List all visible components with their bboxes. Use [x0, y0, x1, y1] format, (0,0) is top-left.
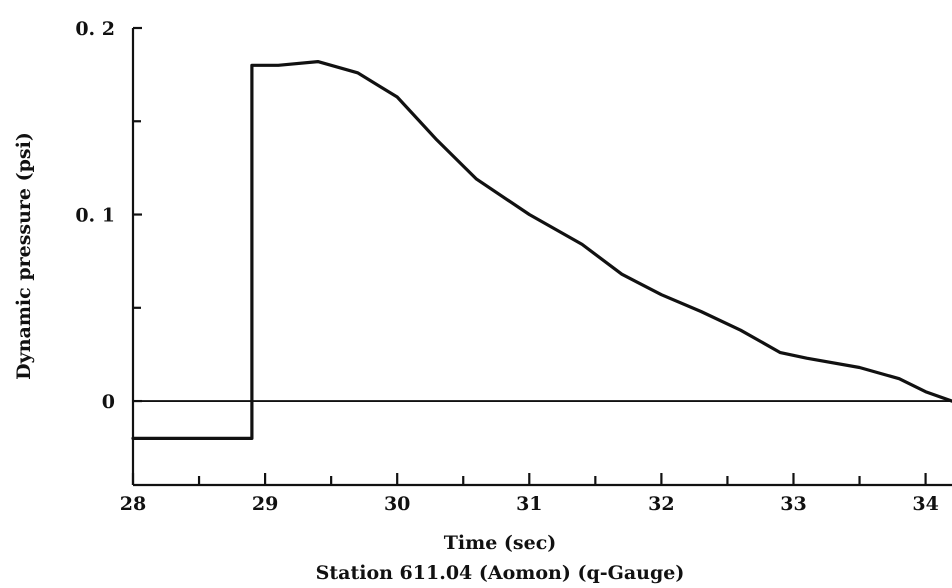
x-tick-label: 31 — [516, 493, 542, 515]
axes — [131, 26, 952, 487]
x-tick-label: 34 — [912, 493, 938, 515]
x-axis-title: Time (sec) — [444, 532, 557, 554]
x-tick-label: 30 — [384, 493, 410, 515]
y-axis-title: Dynamic pressure (psi) — [13, 132, 35, 380]
x-tick-label: 28 — [120, 493, 146, 515]
y-tick-label: 0. 1 — [75, 205, 115, 227]
x-tick-label: 29 — [252, 493, 278, 515]
series-layer — [131, 59, 952, 440]
x-tick-label: 33 — [780, 493, 806, 515]
tick-labels: 0 0. 1 0. 2 28 29 30 31 32 33 34 — [75, 18, 938, 515]
y-tick-label: 0 — [102, 391, 115, 413]
series-line — [131, 59, 952, 440]
x-tick-label: 32 — [648, 493, 674, 515]
y-tick-label: 0. 2 — [75, 18, 115, 40]
chart-caption: Station 611.04 (Aomon) (q-Gauge) — [316, 562, 685, 584]
